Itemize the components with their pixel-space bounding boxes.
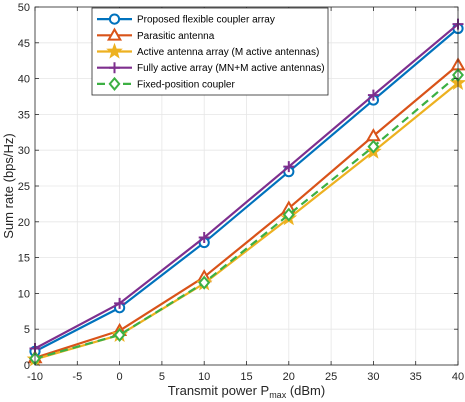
legend-entry: Parasitic antenna: [97, 27, 215, 42]
x-tick-label: 0: [117, 371, 123, 383]
x-tick-label: 5: [159, 371, 165, 383]
y-tick-label: 5: [24, 324, 30, 336]
y-tick-label: 45: [18, 38, 30, 50]
data-point: [113, 327, 126, 342]
y-tick-label: 30: [18, 145, 30, 157]
legend-marker: [108, 76, 121, 91]
legend-entry: Fully active array (MN+M active antennas…: [97, 62, 325, 74]
series-line: [34, 27, 459, 353]
x-tick-label: 25: [325, 371, 337, 383]
data-point: [367, 139, 380, 154]
x-axis-label-sub: max: [269, 390, 287, 400]
series-line: [34, 64, 459, 359]
y-tick-label: 35: [18, 109, 30, 121]
data-point: [198, 232, 210, 244]
legend: Proposed flexible coupler array Parasitic…: [91, 7, 329, 96]
y-axis-label: Sum rate (bps/Hz): [1, 133, 16, 238]
series-line: [34, 23, 459, 350]
y-tick-label: 25: [18, 181, 30, 193]
legend-label: Proposed flexible coupler array: [137, 15, 275, 26]
x-tick-label: -5: [72, 371, 82, 383]
legend-box: [91, 7, 329, 96]
data-point: [367, 89, 379, 101]
data-point: [198, 275, 211, 290]
series-5: [29, 67, 464, 366]
legend-label: Fixed-position coupler: [137, 79, 235, 90]
x-axis-label-unit: (dBm): [286, 383, 325, 398]
y-tick-label: 40: [18, 74, 30, 86]
x-tick-label: -10: [27, 371, 43, 383]
x-tick-label: 30: [367, 371, 379, 383]
x-axis-label: Transmit power Pmax (dBm): [168, 383, 325, 400]
series-line: [34, 74, 459, 360]
y-tick-label: 15: [18, 253, 30, 265]
series-layer: [26, 18, 465, 367]
x-axis-label-main: Transmit power P: [168, 383, 269, 398]
y-tick-label: 0: [24, 360, 30, 372]
data-point: [114, 297, 126, 309]
data-point: [283, 161, 295, 173]
x-tick-label: 20: [283, 371, 295, 383]
data-point: [282, 207, 295, 222]
legend-marker: [109, 62, 120, 74]
ticks: -10 -5 0 5 10 15 20 25 30 35 40 0 5 10 15 20 25 30 35 40 45 5…: [18, 2, 464, 383]
y-tick-label: 10: [18, 288, 30, 300]
series-line: [34, 82, 459, 361]
x-tick-label: 40: [452, 371, 464, 383]
legend-label: Fully active array (MN+M active antennas…: [137, 63, 325, 74]
legend-marker: [108, 13, 121, 25]
legend-entry: Proposed flexible coupler array: [97, 13, 275, 26]
legend-marker: [106, 27, 123, 41]
x-tick-label: 35: [410, 371, 422, 383]
x-tick-label: 15: [240, 371, 252, 383]
legend-entry: Active antenna array (M active antennas): [97, 42, 319, 59]
legend-label: Active antenna array (M active antennas): [137, 47, 319, 58]
legend-label: Parasitic antenna: [137, 31, 215, 42]
x-tick-label: 10: [198, 371, 210, 383]
legend-entry: Fixed-position coupler: [97, 76, 235, 91]
y-tick-label: 20: [18, 217, 30, 229]
legend-marker: [106, 42, 123, 59]
y-tick-label: 50: [18, 2, 30, 14]
